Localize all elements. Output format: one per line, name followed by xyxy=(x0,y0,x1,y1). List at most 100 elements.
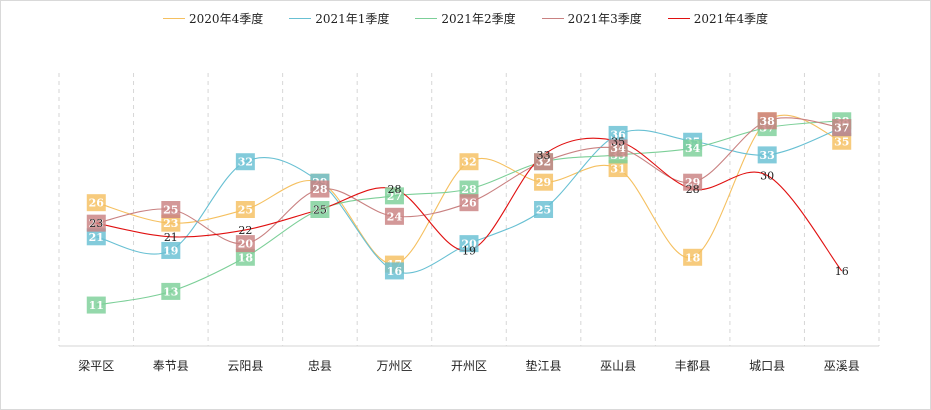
legend-label: 2020年4季度 xyxy=(189,12,264,26)
legend-label: 2021年3季度 xyxy=(567,12,642,26)
data-label-box xyxy=(310,180,330,198)
x-tick-label: 城口县 xyxy=(749,359,785,373)
data-label-box xyxy=(86,194,106,212)
data-label: 25 xyxy=(312,204,327,217)
x-tick-label: 巫山县 xyxy=(600,359,636,373)
data-label: 25 xyxy=(536,204,551,217)
data-label: 28 xyxy=(461,183,477,196)
x-tick-label: 忠县 xyxy=(308,359,332,373)
x-tick-label: 垫江县 xyxy=(526,358,562,373)
data-label-box xyxy=(534,201,554,218)
data-label-box xyxy=(459,194,479,212)
data-label-box xyxy=(86,296,106,314)
data-label: 20 xyxy=(238,238,254,251)
data-label: 16 xyxy=(387,265,403,278)
data-label-box xyxy=(161,214,181,232)
legend-swatch xyxy=(289,18,312,19)
data-label-box xyxy=(683,173,703,191)
legend-swatch xyxy=(667,18,690,19)
data-label-box xyxy=(757,112,777,130)
data-label-box xyxy=(235,153,255,171)
data-label: 23 xyxy=(89,217,104,230)
legend-label: 2021年1季度 xyxy=(315,12,390,26)
data-label: 26 xyxy=(461,197,477,210)
data-label: 25 xyxy=(163,204,178,217)
x-tick-label: 奉节县 xyxy=(153,359,189,373)
legend-item: 2021年1季度 xyxy=(289,10,389,27)
data-label: 34 xyxy=(610,142,626,155)
data-label: 28 xyxy=(312,183,328,196)
data-label-box xyxy=(608,139,628,157)
data-label: 36 xyxy=(610,128,626,141)
data-label: 18 xyxy=(685,251,701,264)
data-label: 23 xyxy=(89,217,103,230)
data-label: 22 xyxy=(238,224,252,237)
data-label: 37 xyxy=(834,122,849,135)
legend-label: 2021年4季度 xyxy=(693,12,768,26)
data-label-box xyxy=(757,146,777,164)
data-label-box xyxy=(683,139,703,157)
legend-swatch xyxy=(415,18,438,19)
data-label: 25 xyxy=(238,204,253,217)
data-label-box xyxy=(384,207,404,225)
data-label-box xyxy=(683,248,703,266)
data-label-box xyxy=(235,248,255,266)
data-label: 16 xyxy=(835,265,849,278)
data-label: 23 xyxy=(163,217,178,230)
data-label: 11 xyxy=(89,299,104,312)
data-label: 30 xyxy=(760,169,774,182)
data-label-box xyxy=(459,180,479,198)
data-label: 32 xyxy=(238,156,253,169)
legend-item: 2021年2季度 xyxy=(415,10,516,27)
data-label-box xyxy=(235,235,255,253)
data-label: 19 xyxy=(163,244,178,257)
data-label: 31 xyxy=(610,163,625,176)
data-label: 35 xyxy=(834,135,849,148)
series-line xyxy=(96,137,843,272)
legend-label: 2021年2季度 xyxy=(441,12,516,26)
data-label-box xyxy=(832,132,852,150)
data-label: 28 xyxy=(387,183,401,196)
data-label-box xyxy=(608,160,628,178)
data-label: 24 xyxy=(387,210,403,223)
data-label: 19 xyxy=(462,244,476,257)
data-label: 32 xyxy=(536,156,551,169)
legend: 2020年4季度 2021年1季度 2021年2季度 2021年3季度 2021… xyxy=(1,10,930,27)
data-label: 13 xyxy=(163,285,178,298)
data-label-box xyxy=(310,201,330,218)
data-label-box xyxy=(161,201,181,218)
data-label: 34 xyxy=(685,142,701,155)
data-label: 26 xyxy=(89,197,105,210)
data-label-box xyxy=(384,262,404,280)
data-label-box xyxy=(161,282,181,300)
x-tick-label: 云阳县 xyxy=(227,359,263,373)
legend-item: 2020年4季度 xyxy=(163,10,263,27)
data-label: 35 xyxy=(611,135,625,148)
x-tick-label: 巫溪县 xyxy=(824,359,860,373)
data-label: 27 xyxy=(387,190,402,203)
data-label-box xyxy=(832,119,852,137)
legend-item: 2021年3季度 xyxy=(541,10,642,27)
data-label: 33 xyxy=(760,149,775,162)
data-label-box xyxy=(235,201,255,218)
data-label-box xyxy=(608,125,628,143)
data-label: 32 xyxy=(461,156,476,169)
data-label-box xyxy=(384,187,404,205)
x-tick-label: 梁平区 xyxy=(78,358,114,373)
x-tick-label: 万州区 xyxy=(376,359,412,373)
data-label-box xyxy=(86,214,106,232)
data-label: 33 xyxy=(537,149,551,162)
data-label-box xyxy=(534,173,554,191)
data-label: 28 xyxy=(686,183,700,196)
data-label: 25 xyxy=(313,204,327,217)
data-label: 21 xyxy=(164,231,178,244)
data-label-box xyxy=(534,153,554,171)
data-label-box xyxy=(86,228,106,246)
legend-item: 2021年4季度 xyxy=(667,10,768,27)
x-tick-label: 开州区 xyxy=(451,359,487,373)
data-label: 29 xyxy=(536,176,551,189)
data-label-box xyxy=(459,153,479,171)
legend-swatch xyxy=(541,18,564,19)
